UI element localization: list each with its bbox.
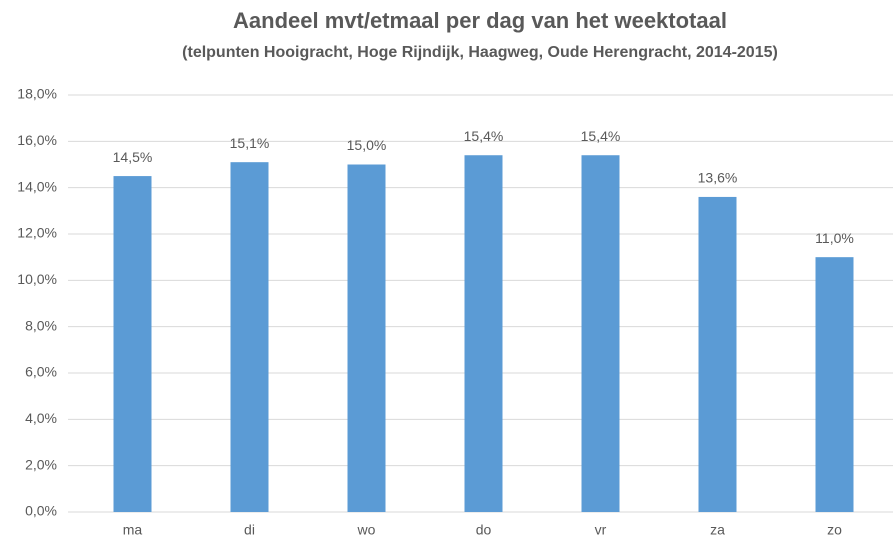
bar [581,155,620,512]
data-label: 15,4% [581,128,621,144]
x-tick-label: za [710,522,725,538]
data-label: 15,1% [230,135,270,151]
y-tick-label: 0,0% [25,503,57,519]
data-label: 15,0% [347,137,387,153]
x-tick-label: ma [123,522,143,538]
bar [113,176,152,513]
data-label: 14,5% [113,149,153,165]
data-label: 13,6% [698,170,738,186]
y-tick-label: 2,0% [25,456,57,472]
x-tick-label: zo [827,522,842,538]
bar [698,196,737,512]
y-tick-label: 8,0% [25,317,57,333]
y-tick-label: 10,0% [17,271,57,287]
x-tick-label: vr [595,522,607,538]
y-tick-label: 12,0% [17,225,57,241]
chart-title: Aandeel mvt/etmaal per dag van het weekt… [233,8,727,33]
y-tick-label: 16,0% [17,132,57,148]
data-label: 15,4% [464,128,504,144]
y-tick-label: 18,0% [17,86,57,102]
bar [230,162,269,512]
bar [815,257,854,512]
y-tick-label: 14,0% [17,178,57,194]
data-label: 11,0% [815,230,854,246]
x-tick-label: do [476,522,492,538]
y-tick-label: 4,0% [25,410,57,426]
chart-subtitle: (telpunten Hooigracht, Hoge Rijndijk, Ha… [182,44,778,61]
bar [347,164,386,512]
x-tick-label: wo [357,522,376,538]
bar [464,155,503,512]
y-tick-label: 6,0% [25,364,57,380]
x-tick-label: di [244,522,255,538]
